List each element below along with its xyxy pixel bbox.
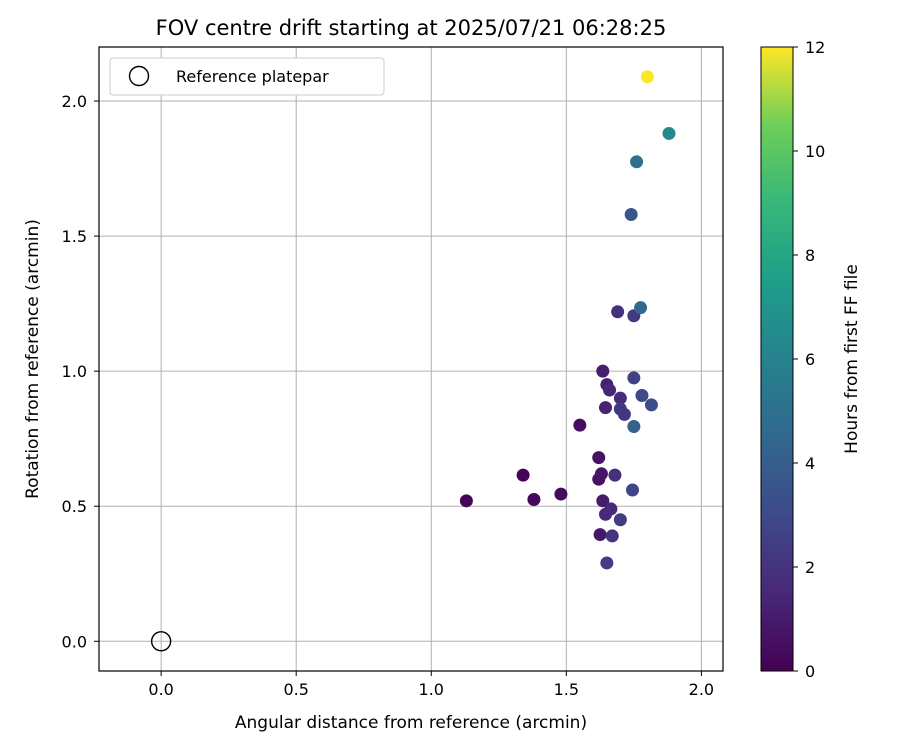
y-tick-label: 1.5 <box>62 227 87 246</box>
data-point <box>573 418 587 432</box>
legend-label: Reference platepar <box>176 67 329 86</box>
data-point <box>613 391 627 405</box>
data-point <box>627 420 641 434</box>
legend-marker-open-circle <box>128 65 150 87</box>
y-tick-label: 2.0 <box>62 92 87 111</box>
data-point <box>459 494 473 508</box>
data-point <box>600 556 614 570</box>
data-point <box>627 371 641 385</box>
data-point <box>608 468 622 482</box>
data-point <box>604 502 618 516</box>
data-point <box>596 364 610 378</box>
reference-marker <box>150 631 172 652</box>
x-axis-ticks: 0.0 0.5 1.0 1.5 2.0 <box>148 671 714 699</box>
data-point <box>603 383 617 397</box>
colorbar: 0 2 4 6 8 10 12 Hours from first FF file <box>760 38 862 681</box>
colorbar-label: Hours from first FF file <box>842 264 862 454</box>
y-axis-label: Rotation from reference (arcmin) <box>23 219 43 499</box>
data-point <box>634 301 648 315</box>
reference-marker-group <box>150 631 172 652</box>
data-points <box>459 70 676 570</box>
data-point <box>611 305 625 319</box>
data-point <box>624 207 638 221</box>
colorbar-tick-label: 6 <box>805 350 815 369</box>
y-tick-label: 1.0 <box>62 362 87 381</box>
x-tick-label: 1.5 <box>554 680 579 699</box>
grid <box>99 47 723 671</box>
y-tick-label: 0.5 <box>62 497 87 516</box>
colorbar-tick-label: 0 <box>805 662 815 681</box>
colorbar-gradient <box>760 46 794 672</box>
colorbar-tick-label: 2 <box>805 558 815 577</box>
colorbar-tick-label: 12 <box>805 38 825 57</box>
data-point <box>594 467 608 481</box>
data-point <box>592 451 606 465</box>
colorbar-ticks: 0 2 4 6 8 10 12 <box>793 38 825 681</box>
data-point <box>605 529 619 543</box>
data-point <box>598 401 612 415</box>
data-point <box>516 468 530 482</box>
x-tick-label: 0.5 <box>283 680 308 699</box>
data-point <box>630 155 644 169</box>
plot-frame <box>98 46 724 672</box>
legend: Reference platepar <box>109 57 385 96</box>
x-tick-label: 0.0 <box>148 680 173 699</box>
data-point <box>617 407 631 421</box>
data-point <box>626 483 640 497</box>
data-point <box>644 398 658 412</box>
chart-title: FOV centre drift starting at 2025/07/21 … <box>156 16 667 40</box>
data-point <box>554 487 568 501</box>
colorbar-tick-label: 8 <box>805 246 815 265</box>
data-point <box>596 494 610 508</box>
data-point <box>635 388 649 402</box>
x-tick-label: 2.0 <box>689 680 714 699</box>
x-tick-label: 1.0 <box>419 680 444 699</box>
x-axis-label: Angular distance from reference (arcmin) <box>235 713 587 733</box>
data-point <box>662 126 676 140</box>
colorbar-tick-label: 10 <box>805 142 825 161</box>
data-point <box>613 513 627 527</box>
colorbar-tick-label: 4 <box>805 454 815 473</box>
y-tick-label: 0.0 <box>62 632 87 651</box>
data-point <box>527 492 541 506</box>
data-point <box>640 70 654 84</box>
y-axis-ticks: 0.0 0.5 1.0 1.5 2.0 <box>62 92 99 651</box>
data-point <box>593 528 607 542</box>
legend-box <box>109 57 385 96</box>
